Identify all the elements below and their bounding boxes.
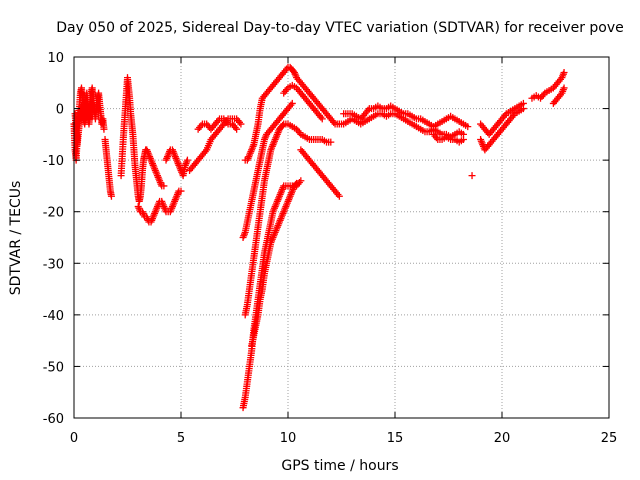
series-early-drop xyxy=(101,136,115,200)
data-point xyxy=(107,192,115,200)
data-points xyxy=(70,63,568,412)
series-track-8-10h-deep2 xyxy=(248,179,301,350)
series-outlier-18-6h xyxy=(468,172,476,180)
y-tick-label: 10 xyxy=(47,51,64,66)
data-point xyxy=(288,99,296,107)
series-bump-4-5h xyxy=(162,146,191,180)
y-tick-label: -40 xyxy=(43,309,64,324)
data-point xyxy=(464,123,472,131)
data-point xyxy=(468,172,476,180)
x-tick-label: 15 xyxy=(387,431,404,446)
data-point xyxy=(291,181,299,189)
series-track-8-10h-diag xyxy=(239,99,296,241)
y-axis-label: SDTVAR / TECUs xyxy=(8,181,24,296)
series-band-19-21h-lower xyxy=(477,105,527,154)
data-point xyxy=(177,187,185,195)
x-tick-label: 10 xyxy=(280,431,297,446)
chart-title: Day 050 of 2025, Sidereal Day-to-day VTE… xyxy=(56,20,624,36)
series-band-16-19h-c xyxy=(430,130,467,146)
x-tick-label: 5 xyxy=(177,431,185,446)
data-point xyxy=(89,107,97,115)
x-axis-label: GPS time / hours xyxy=(281,458,398,474)
data-point xyxy=(318,115,326,123)
data-point xyxy=(279,121,287,129)
data-point xyxy=(100,125,108,133)
y-tick-label: -60 xyxy=(43,412,64,427)
data-point xyxy=(560,68,568,76)
y-tick-label: -30 xyxy=(43,257,64,272)
data-point xyxy=(233,125,241,133)
data-point xyxy=(293,179,301,187)
data-point xyxy=(183,156,191,164)
data-point xyxy=(519,105,527,113)
x-tick-label: 20 xyxy=(494,431,511,446)
series-track-10-12h-branch xyxy=(297,146,343,200)
data-point xyxy=(327,138,335,146)
y-tick-label: -20 xyxy=(43,206,64,221)
data-point xyxy=(237,120,245,128)
series-track-8-12h-lower xyxy=(280,81,326,123)
series-dip-3-5h xyxy=(134,187,185,226)
data-point xyxy=(297,177,305,185)
series-spike-2-5h xyxy=(117,74,168,205)
data-point xyxy=(560,84,568,92)
y-tick-label: 0 xyxy=(56,103,64,118)
series-rise-22-23h-lower xyxy=(549,84,568,107)
series-rise-21-23h xyxy=(528,68,568,102)
plot-frame xyxy=(73,56,610,419)
y-tick-label: -10 xyxy=(43,154,64,169)
series-plateau-6-8h xyxy=(194,115,241,133)
x-tick-label: 0 xyxy=(70,431,78,446)
series-early-cluster-b xyxy=(71,99,97,149)
data-point xyxy=(459,136,467,144)
series-band-12-19h-b xyxy=(335,110,467,141)
data-point xyxy=(160,182,168,190)
x-tick-label: 25 xyxy=(601,431,618,446)
axis-ticks: 0 5 10 15 20 25 -60 -50 -40 -30 -20 -10 0 10 xyxy=(43,51,618,446)
data-point xyxy=(335,192,343,200)
y-tick-label: -50 xyxy=(43,360,64,375)
series-track-8-12h-upper xyxy=(241,63,343,164)
series-track-8-12h-middle xyxy=(241,120,335,319)
series-band-12-19h-a xyxy=(340,102,472,131)
